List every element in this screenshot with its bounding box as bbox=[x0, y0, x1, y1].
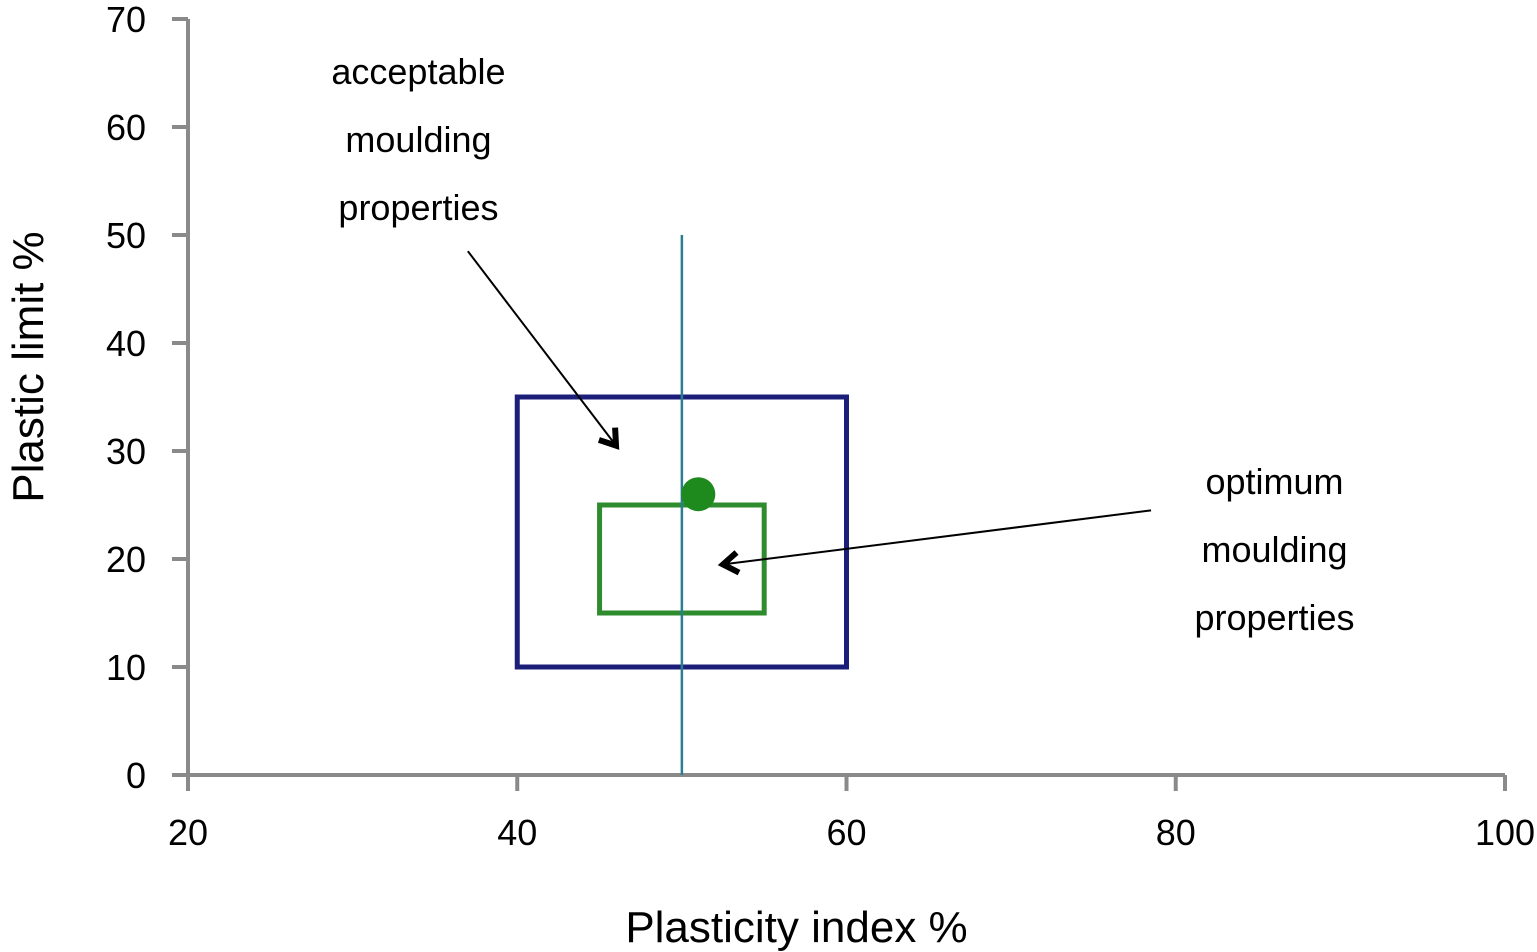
annotation-text-line: acceptable bbox=[331, 51, 505, 92]
x-ticks: 20 40 60 80 100 bbox=[168, 775, 1535, 853]
annotation-text-line: optimum bbox=[1206, 461, 1344, 502]
x-tick-label: 80 bbox=[1156, 812, 1196, 853]
y-axis-title: Plastic limit % bbox=[4, 231, 53, 502]
y-tick-label: 50 bbox=[106, 215, 146, 256]
y-tick-label: 20 bbox=[106, 539, 146, 580]
data-point bbox=[681, 477, 716, 512]
annotation-arrowhead bbox=[597, 427, 620, 450]
axes: 0 10 20 30 40 50 60 70 20 40 60 80 100 bbox=[106, 0, 1535, 853]
x-tick-label: 60 bbox=[826, 812, 866, 853]
annotation-leader-line bbox=[467, 250, 617, 447]
x-tick-label: 100 bbox=[1475, 812, 1535, 853]
x-axis-title: Plasticity index % bbox=[625, 903, 967, 952]
optimum-annotation: optimum moulding properties bbox=[717, 461, 1355, 638]
annotation-leader-line bbox=[722, 509, 1152, 566]
y-tick-label: 10 bbox=[106, 647, 146, 688]
y-tick-label: 0 bbox=[126, 755, 146, 796]
x-tick-label: 40 bbox=[497, 812, 537, 853]
annotation-text-line: moulding bbox=[345, 119, 491, 160]
annotation-text-line: properties bbox=[338, 187, 498, 228]
y-ticks: 0 10 20 30 40 50 60 70 bbox=[106, 0, 188, 796]
plot-area bbox=[514, 235, 849, 775]
annotation-arrowhead bbox=[717, 550, 741, 576]
y-tick-label: 40 bbox=[106, 323, 146, 364]
annotations: acceptable moulding properties optimum mould… bbox=[331, 51, 1354, 638]
annotation-text-line: moulding bbox=[1201, 529, 1347, 570]
acceptable-annotation: acceptable moulding properties bbox=[331, 51, 620, 450]
y-tick-label: 30 bbox=[106, 431, 146, 472]
y-tick-label: 60 bbox=[106, 107, 146, 148]
y-tick-label: 70 bbox=[106, 0, 146, 40]
annotation-text-line: properties bbox=[1194, 597, 1354, 638]
x-tick-label: 20 bbox=[168, 812, 208, 853]
